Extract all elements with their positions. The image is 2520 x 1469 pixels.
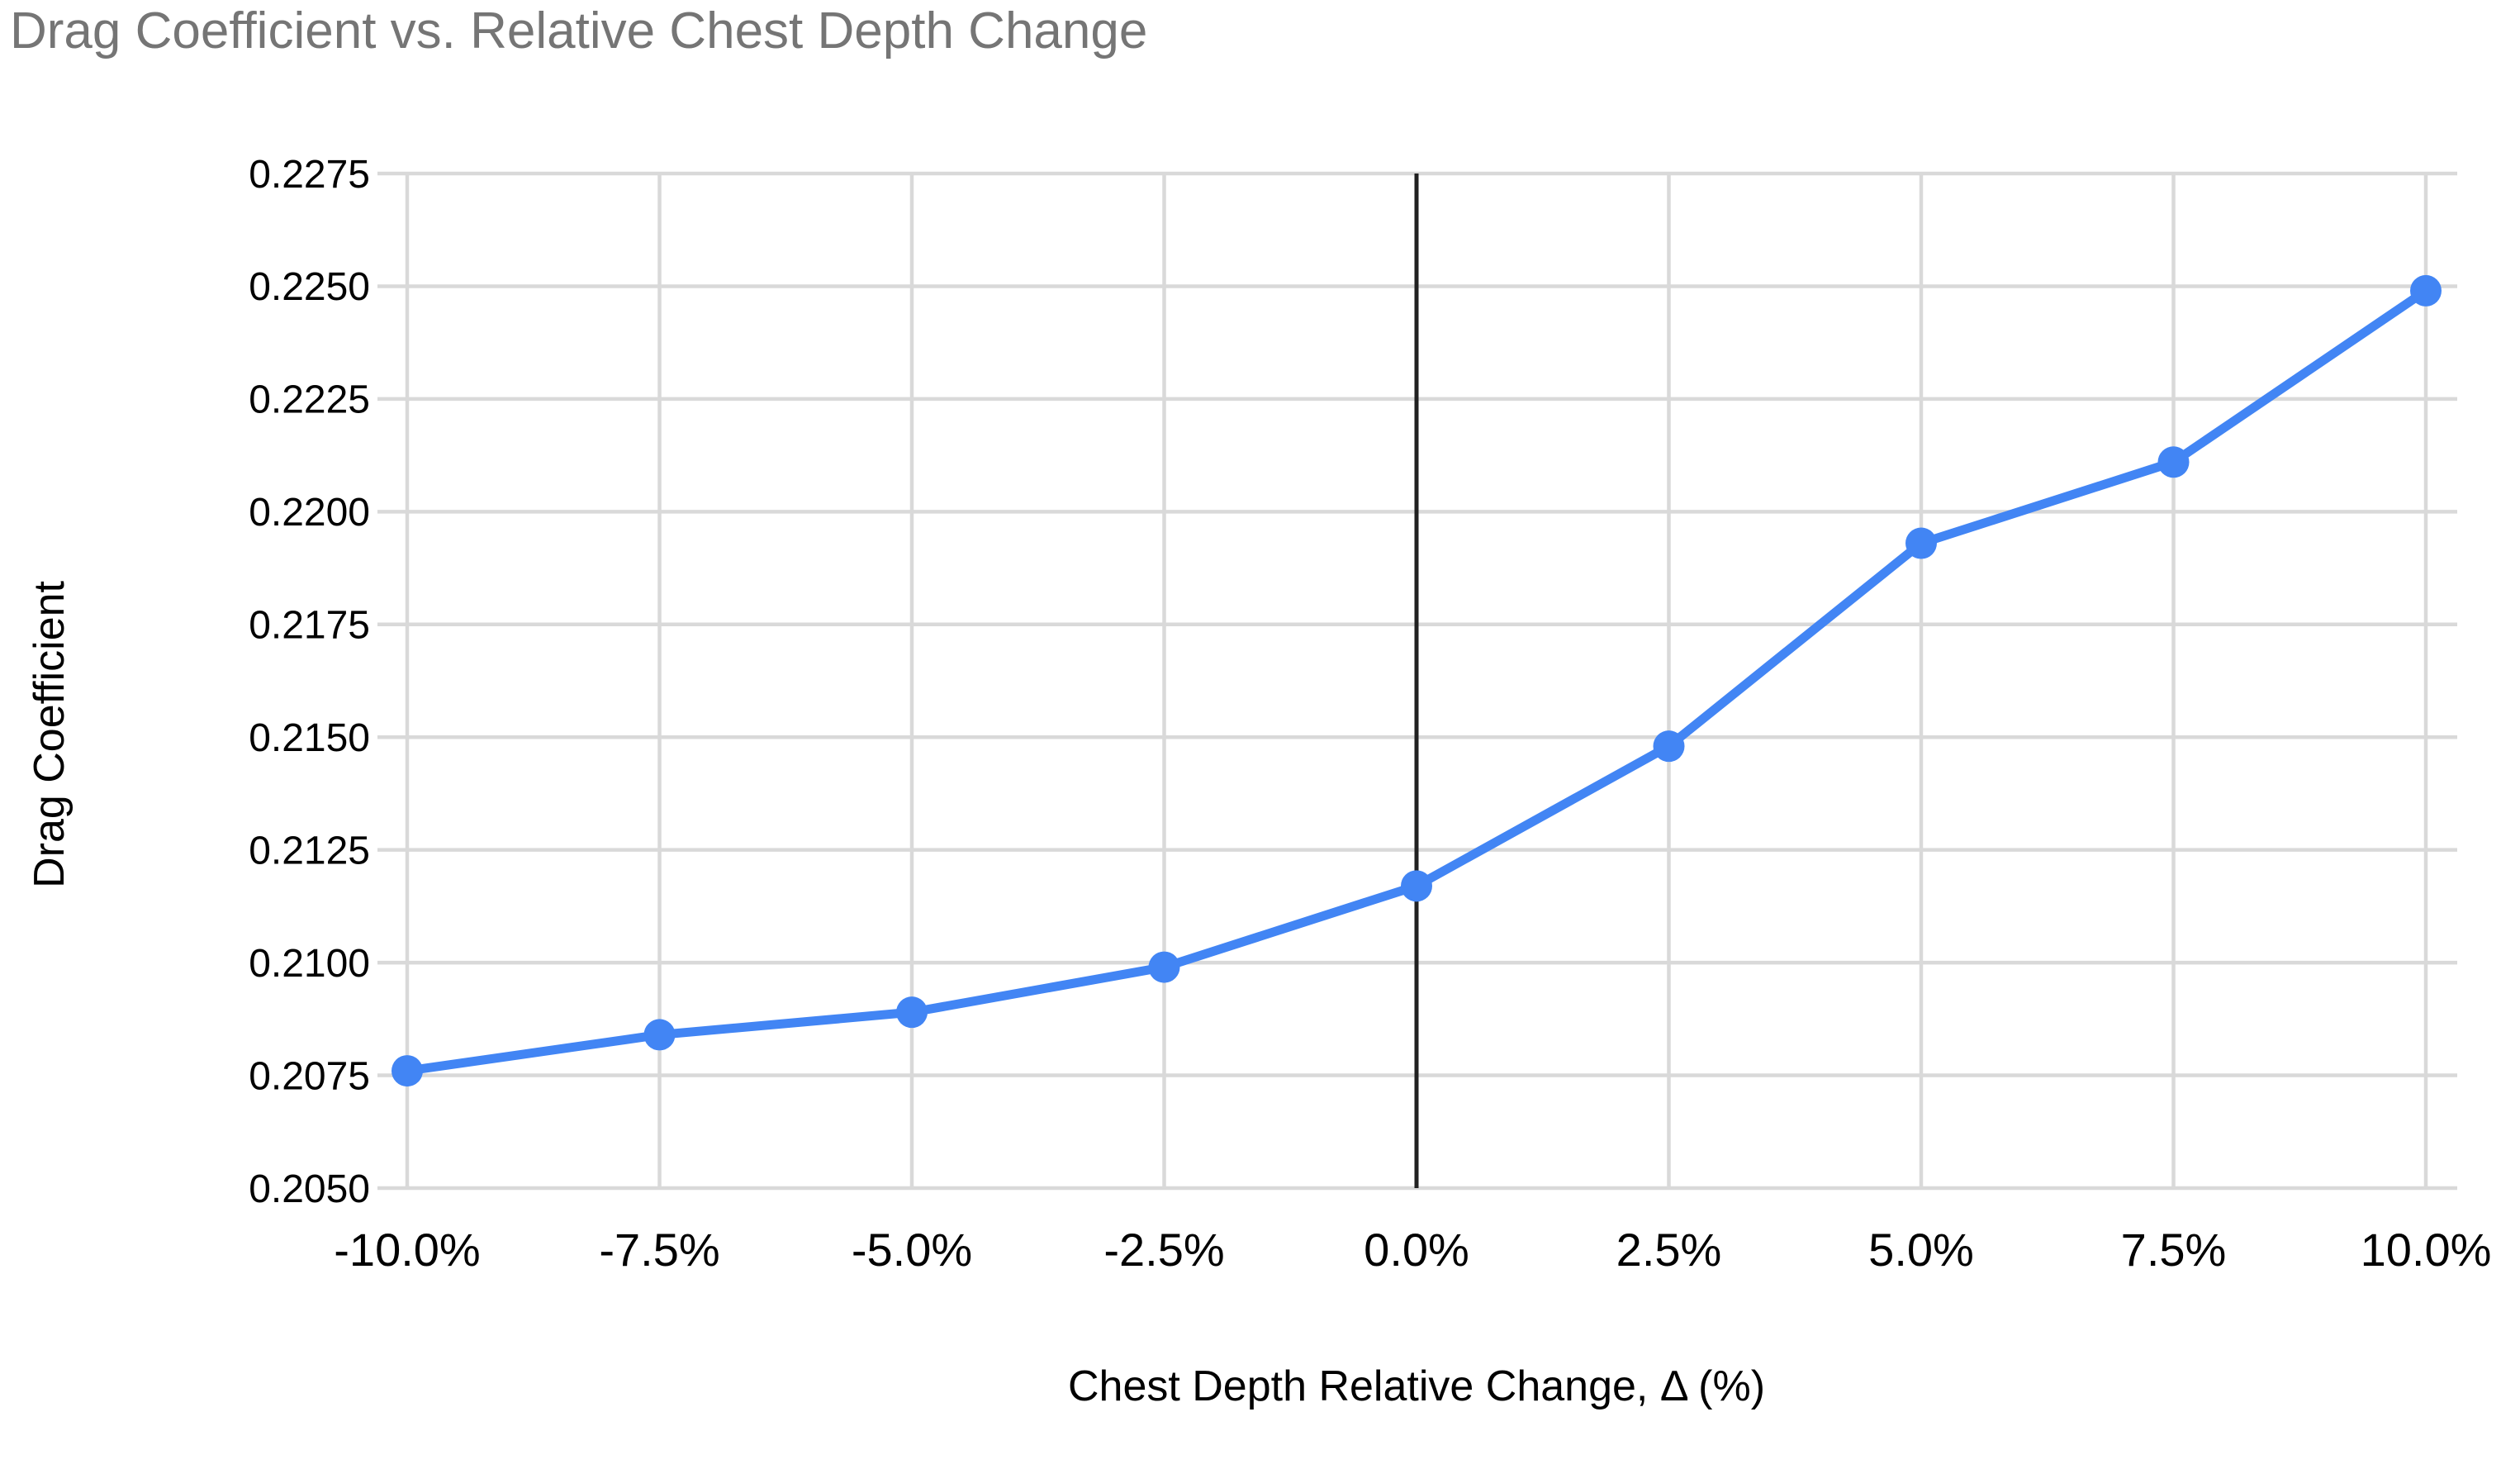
data-point [643, 1019, 676, 1051]
y-axis-tick-label: 0.2250 [249, 265, 370, 309]
y-axis-tick-label: 0.2050 [249, 1167, 370, 1211]
y-axis-tick-label: 0.2125 [249, 829, 370, 872]
x-axis-tick-label: 2.5% [1616, 1224, 1722, 1276]
data-point [392, 1055, 423, 1087]
y-axis-tick-label: 0.2275 [249, 153, 370, 197]
x-axis-tick-label: 10.0% [2361, 1224, 2492, 1276]
x-axis-tick-label: 0.0% [1364, 1224, 1469, 1276]
data-point [2410, 274, 2442, 307]
y-axis-tick-label: 0.2075 [249, 1054, 370, 1098]
x-axis-tick-label: 5.0% [1868, 1224, 1974, 1276]
data-point [1653, 730, 1685, 763]
x-axis-tick-label: -10.0% [334, 1224, 480, 1276]
data-point [2157, 446, 2190, 478]
chart-title: Drag Coefficient vs. Relative Chest Dept… [10, 2, 1148, 59]
data-point [1905, 527, 1937, 559]
x-axis-tick-label: -2.5% [1103, 1224, 1224, 1276]
x-axis-tick-label: -5.0% [852, 1224, 972, 1276]
y-axis-tick-label: 0.2100 [249, 942, 370, 986]
data-point [1401, 870, 1432, 902]
y-axis-tick-label: 0.2225 [249, 378, 370, 422]
data-point [1148, 951, 1180, 983]
y-axis-tick-label: 0.2175 [249, 604, 370, 648]
x-axis-tick-label: -7.5% [599, 1224, 719, 1276]
y-axis-tick-label: 0.2150 [249, 716, 370, 760]
y-axis-tick-label: 0.2200 [249, 491, 370, 535]
x-axis-title: Chest Depth Relative Change, Δ (%) [1067, 1362, 1766, 1410]
x-axis-tick-label: 7.5% [2121, 1224, 2227, 1276]
data-point [896, 996, 928, 1029]
